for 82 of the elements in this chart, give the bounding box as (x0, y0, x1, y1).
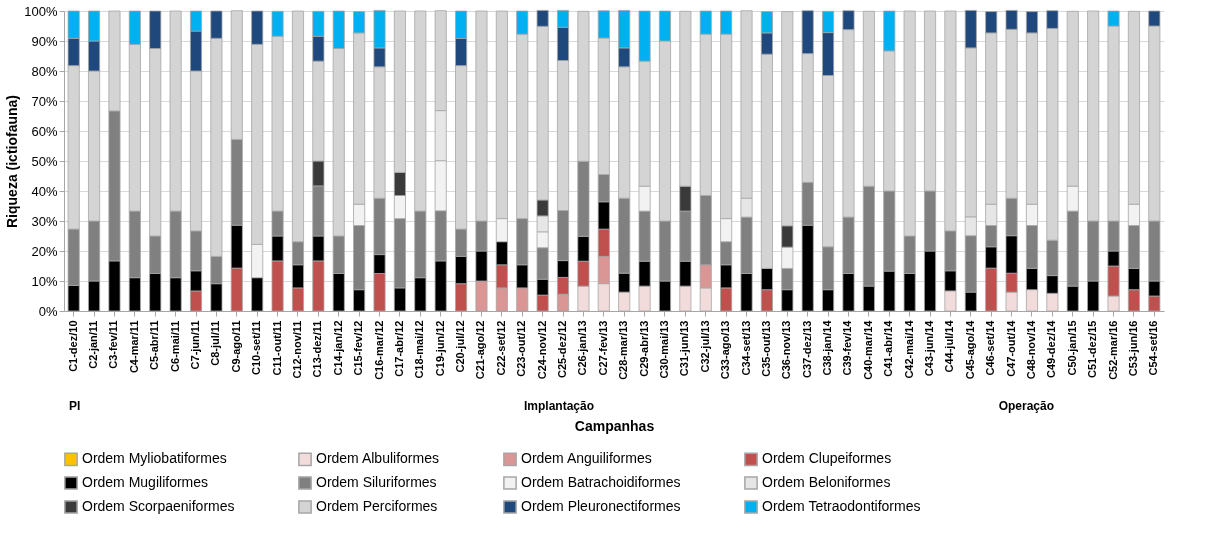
x-tick-label: C3-fev/11 (107, 320, 120, 369)
x-tick-label: C32-jul/13 (698, 320, 711, 373)
x-tick-label: C46-set/14 (984, 319, 997, 376)
x-tick-label: C8-jul/11 (209, 320, 222, 366)
y-tick-label: 50% (31, 153, 58, 169)
x-tick-label: C47-out/14 (1004, 319, 1017, 377)
legend-label: Ordem Mugiliformes (82, 474, 209, 490)
x-tick-label: C17-abr/12 (392, 320, 405, 377)
x-tick-label: C7-jun/11 (189, 320, 202, 370)
y-tick-label: 30% (31, 213, 58, 229)
x-tick-label: C29-abr/13 (637, 320, 650, 377)
x-tick-label: C31-jun/13 (678, 320, 691, 377)
x-tick-label: C11-out/11 (270, 320, 283, 376)
x-tick-label: C2-jan/11 (87, 320, 100, 369)
x-tick-label: C44-jul/14 (943, 319, 956, 373)
legend-label: Ordem Albuliformes (316, 450, 439, 467)
text: Operação (998, 399, 1054, 413)
x-tick-label: C42-mai/14 (902, 319, 915, 379)
x-tick-label: C1-dez/10 (66, 320, 79, 372)
legend-label: Ordem Anguiliformes (521, 450, 652, 467)
y-tick-label: 100% (24, 3, 58, 19)
x-tick-label: C43-jun/14 (923, 319, 936, 377)
x-tick-label: C23-out/12 (515, 320, 528, 377)
x-tick-label: C13-dez/11 (311, 320, 324, 378)
x-tick-label: C22-set/12 (494, 320, 507, 376)
x-tick-label: C35-out/13 (759, 320, 772, 377)
x-tick-label: C28-mar/13 (617, 320, 630, 380)
x-tick-label: C6-mai/11 (168, 320, 181, 372)
x-tick-label: C20-jul/12 (454, 320, 467, 373)
x-tick-label: C48-nov/14 (1024, 319, 1037, 380)
x-tick-label: C15-fev/12 (352, 320, 365, 376)
x-tick-label: C45-ago/14 (963, 319, 976, 380)
x-tick-label: C37-dez/13 (800, 320, 813, 378)
x-tick-label: C54-set/16 (1147, 320, 1160, 376)
x-tick-label: C16-mar/12 (372, 320, 385, 380)
x-tick-label: C4-mar/11 (127, 320, 140, 374)
text: PI (69, 399, 81, 413)
y-tick-label: 40% (31, 183, 58, 199)
x-tick-label: C19-jun/12 (433, 320, 446, 377)
x-tick-label: C9-ago/11 (229, 320, 242, 373)
x-tick-label: C33-ago/13 (719, 320, 732, 380)
legend-label: Ordem Siluriformes (316, 474, 437, 490)
legend-label: Ordem Tetraodontiformes (762, 498, 921, 514)
y-tick-label: 70% (31, 93, 58, 109)
x-tick-label: C51-dez/15 (1086, 320, 1099, 378)
legend-label: Ordem Perciformes (316, 498, 438, 514)
x-tick-label: C34-set/13 (739, 320, 752, 376)
x-tick-label: C49-dez/14 (1045, 319, 1058, 378)
x-tick-label: C50-jan/15 (1065, 320, 1078, 376)
y-tick-label: 60% (31, 123, 58, 139)
text: Implantação (523, 399, 595, 413)
x-tick-label: C18-mai/12 (413, 320, 426, 379)
x-tick-label: C14-jan/12 (331, 320, 344, 376)
y-tick-label: 0% (38, 303, 58, 319)
legend-label: Ordem Batrachoidiformes (521, 474, 681, 490)
x-tick-label: C24-nov/12 (535, 320, 548, 380)
x-tick-label: C21-ago/12 (474, 320, 487, 380)
x-tick-label: C10-set/11 (250, 320, 263, 375)
x-tick-label: C12-nov/11 (290, 320, 303, 379)
y-axis-title: Riqueza (ictiofauna) (4, 94, 21, 229)
x-tick-label: C25-dez/12 (556, 320, 569, 378)
y-tick-label: 90% (31, 33, 58, 49)
x-tick-label: C39-fev/14 (841, 319, 854, 376)
x-tick-label: C26-jan/13 (576, 320, 589, 376)
x-tick-label: C30-mai/13 (657, 320, 670, 379)
legend-label: Ordem Myliobatiformes (82, 450, 227, 467)
x-tick-label: C5-abr/11 (148, 320, 161, 371)
x-tick-label: C52-mar/16 (1106, 320, 1119, 380)
x-tick-label: C27-fev/13 (596, 320, 609, 376)
legend-label: Ordem Beloniformes (762, 474, 891, 490)
x-tick-label: C53-jun/16 (1126, 320, 1139, 377)
legend-label: Ordem Scorpaeniformes (82, 498, 235, 514)
y-tick-label: 20% (31, 243, 58, 259)
x-tick-label: C41-abr/14 (882, 319, 895, 377)
legend-label: Ordem Pleuronectiformes (521, 498, 681, 514)
x-tick-label: C40-mar/14 (861, 319, 874, 380)
legend-label: Ordem Clupeiformes (762, 450, 892, 467)
x-axis-title: Campanhas (574, 417, 655, 434)
x-tick-label: C38-jan/14 (821, 319, 834, 376)
x-tick-label: C36-nov/13 (780, 320, 793, 380)
y-tick-label: 80% (31, 63, 58, 79)
y-tick-label: 10% (31, 273, 58, 289)
